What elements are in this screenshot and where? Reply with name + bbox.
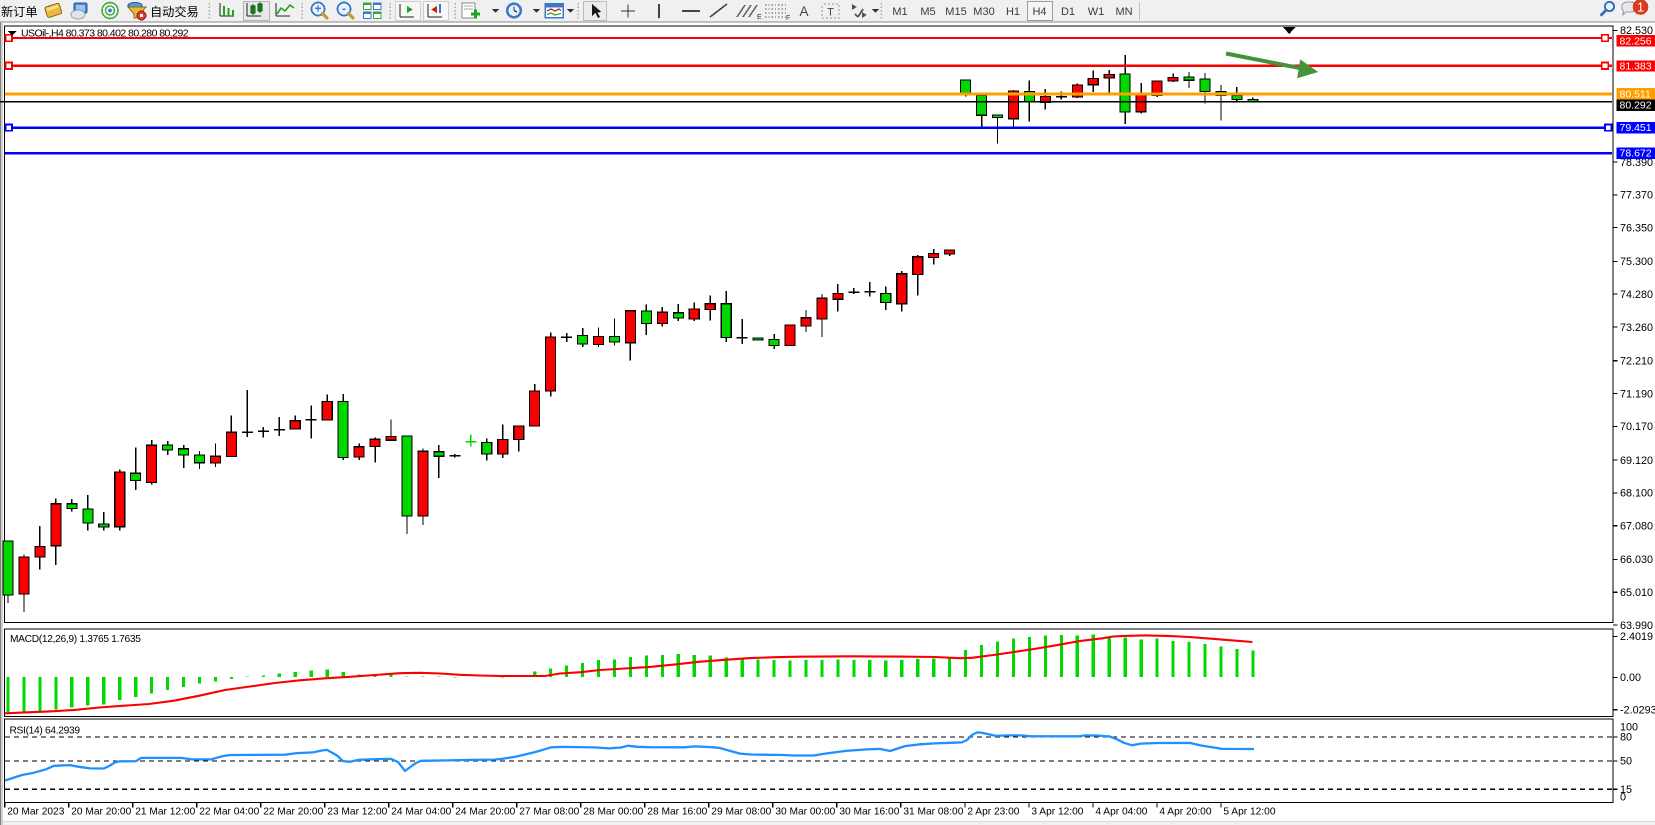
svg-text:82.256: 82.256 <box>1620 36 1652 48</box>
svg-text:自动交易: 自动交易 <box>150 4 199 19</box>
svg-text:2.4019: 2.4019 <box>1620 631 1653 643</box>
svg-text:M5: M5 <box>920 6 935 18</box>
svg-text:27 Mar 08:00: 27 Mar 08:00 <box>519 807 579 818</box>
svg-text:100: 100 <box>1620 721 1638 733</box>
svg-text:63.990: 63.990 <box>1620 620 1653 632</box>
svg-text:78.672: 78.672 <box>1620 148 1652 160</box>
svg-text:4 Apr 04:00: 4 Apr 04:00 <box>1095 807 1147 818</box>
svg-text:1: 1 <box>1637 1 1644 15</box>
svg-text:80.511: 80.511 <box>1620 88 1651 100</box>
svg-text:E: E <box>757 14 762 21</box>
svg-text:RSI(14) 64.2939: RSI(14) 64.2939 <box>10 726 81 737</box>
svg-text:5 Apr 12:00: 5 Apr 12:00 <box>1223 807 1275 818</box>
svg-text:76.350: 76.350 <box>1620 222 1653 234</box>
svg-text:74.280: 74.280 <box>1620 289 1653 301</box>
svg-text:67.080: 67.080 <box>1620 521 1653 533</box>
svg-text:D1: D1 <box>1061 6 1075 18</box>
svg-text:20 Mar 2023: 20 Mar 2023 <box>7 807 65 818</box>
svg-text:31 Mar 08:00: 31 Mar 08:00 <box>903 807 963 818</box>
svg-text:M30: M30 <box>973 6 994 18</box>
svg-text:24 Mar 04:00: 24 Mar 04:00 <box>391 807 451 818</box>
svg-text:H1: H1 <box>1006 6 1020 18</box>
svg-text:M15: M15 <box>945 6 966 18</box>
svg-text:0: 0 <box>1620 792 1626 804</box>
svg-text:MACD(12,26,9) 1.3765 1.7635: MACD(12,26,9) 1.3765 1.7635 <box>10 634 141 645</box>
svg-text:-: - <box>342 2 346 16</box>
svg-text:77.370: 77.370 <box>1620 190 1653 202</box>
svg-text:-2.0293: -2.0293 <box>1620 705 1655 717</box>
svg-text:28 Mar 00:00: 28 Mar 00:00 <box>583 807 643 818</box>
svg-text:0.00: 0.00 <box>1620 672 1641 684</box>
svg-text:24 Mar 20:00: 24 Mar 20:00 <box>455 807 515 818</box>
svg-text:15: 15 <box>1620 784 1632 796</box>
svg-text:22 Mar 20:00: 22 Mar 20:00 <box>263 807 323 818</box>
svg-text:30 Mar 00:00: 30 Mar 00:00 <box>775 807 835 818</box>
svg-text:80: 80 <box>1620 732 1632 744</box>
svg-text:M1: M1 <box>892 6 907 18</box>
svg-text:71.190: 71.190 <box>1620 388 1653 400</box>
svg-text:69.120: 69.120 <box>1620 455 1653 467</box>
svg-text:70.170: 70.170 <box>1620 421 1653 433</box>
svg-text:2 Apr 23:00: 2 Apr 23:00 <box>967 807 1019 818</box>
svg-text:USOil-,H4 80.373 80.402 80.28: USOil-,H4 80.373 80.402 80.280 80.292 <box>21 28 189 40</box>
svg-text:23 Mar 12:00: 23 Mar 12:00 <box>327 807 387 818</box>
svg-text:81.383: 81.383 <box>1620 61 1652 73</box>
svg-text:3 Apr 12:00: 3 Apr 12:00 <box>1031 807 1083 818</box>
svg-text:W1: W1 <box>1088 6 1105 18</box>
svg-text:4 Apr 20:00: 4 Apr 20:00 <box>1159 807 1211 818</box>
svg-text:22 Mar 04:00: 22 Mar 04:00 <box>199 807 259 818</box>
svg-text:20 Mar 20:00: 20 Mar 20:00 <box>71 807 131 818</box>
svg-text:75.300: 75.300 <box>1620 256 1653 268</box>
svg-text:65.010: 65.010 <box>1620 587 1653 599</box>
svg-text:MN: MN <box>1115 6 1132 18</box>
svg-text:+: + <box>314 2 321 16</box>
svg-text:T: T <box>827 7 834 19</box>
svg-text:82.530: 82.530 <box>1620 25 1653 37</box>
svg-text:新订单: 新订单 <box>1 4 38 19</box>
svg-text:73.260: 73.260 <box>1620 322 1653 334</box>
svg-text:66.030: 66.030 <box>1620 554 1653 566</box>
svg-text:A: A <box>799 4 808 19</box>
svg-text:21 Mar 12:00: 21 Mar 12:00 <box>135 807 195 818</box>
svg-text:H4: H4 <box>1032 6 1046 18</box>
svg-text:68.100: 68.100 <box>1620 488 1653 500</box>
svg-text:F: F <box>786 15 790 22</box>
svg-text:30 Mar 16:00: 30 Mar 16:00 <box>839 807 899 818</box>
svg-text:28 Mar 16:00: 28 Mar 16:00 <box>647 807 707 818</box>
svg-text:79.451: 79.451 <box>1620 122 1652 134</box>
svg-text:29 Mar 08:00: 29 Mar 08:00 <box>711 807 771 818</box>
svg-text:50: 50 <box>1620 756 1632 768</box>
svg-text:78.390: 78.390 <box>1620 157 1653 169</box>
svg-text:72.210: 72.210 <box>1620 356 1653 368</box>
svg-text:80.292: 80.292 <box>1620 100 1652 112</box>
